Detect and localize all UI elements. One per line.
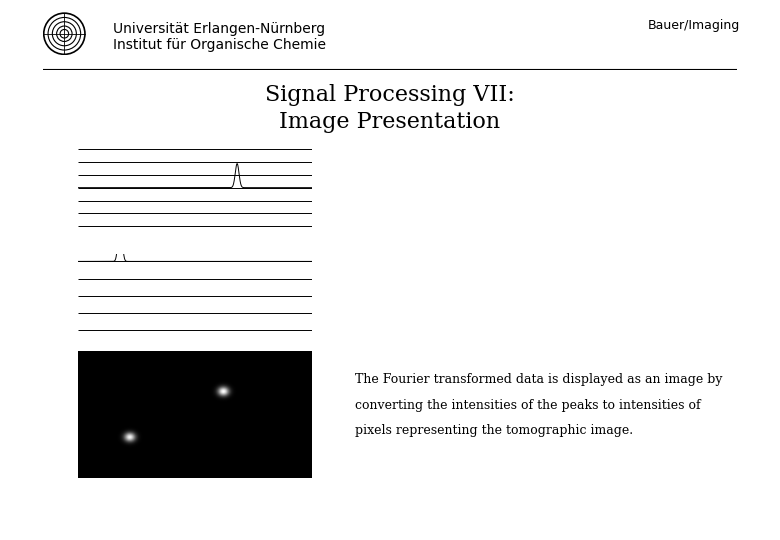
- Text: pixels representing the tomographic image.: pixels representing the tomographic imag…: [355, 424, 633, 437]
- Text: The Fourier transformed data is displayed as an image by: The Fourier transformed data is displaye…: [355, 373, 722, 386]
- Text: Image Presentation: Image Presentation: [279, 111, 501, 133]
- Text: Signal Processing VII:: Signal Processing VII:: [265, 84, 515, 106]
- Text: converting the intensities of the peaks to intensities of: converting the intensities of the peaks …: [355, 399, 700, 411]
- Text: Universität Erlangen-Nürnberg: Universität Erlangen-Nürnberg: [113, 22, 325, 36]
- Text: Institut für Organische Chemie: Institut für Organische Chemie: [113, 38, 326, 52]
- Text: Bauer/Imaging: Bauer/Imaging: [647, 19, 739, 32]
